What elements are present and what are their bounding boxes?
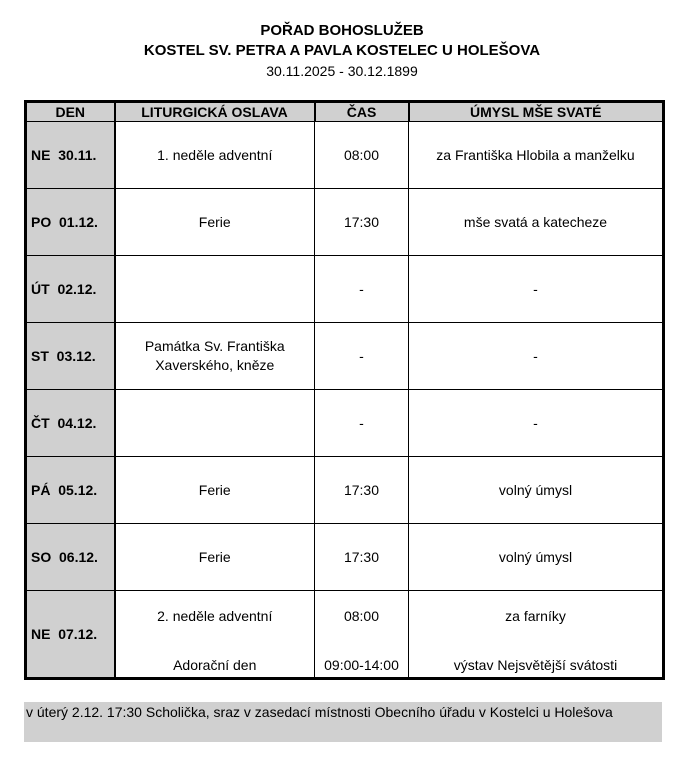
intention-cell: - [408, 389, 664, 457]
day-cell: ÚT 02.12. [25, 255, 116, 323]
day-cell: SO 06.12. [25, 523, 116, 591]
announcement-note: v úterý 2.12. 17:30 Scholička, sraz v za… [24, 702, 662, 742]
table-row: PÁ 05.12. Ferie 17:30 volný úmysl [25, 456, 664, 524]
intention-line: za farníky [505, 608, 566, 624]
celebration-cell: 2. neděle adventní Adorační den [114, 590, 315, 679]
time-cell: 08:00 09:00-14:00 [314, 590, 409, 679]
day-cell: PO 01.12. [25, 188, 116, 256]
intention-cell: za Františka Hlobila a manželku [408, 121, 664, 189]
table-row: NE 30.11. 1. neděle adventní 08:00 za Frant… [25, 121, 664, 189]
time-line: 08:00 [343, 608, 380, 624]
day-cell: ČT 04.12. [25, 389, 116, 457]
date-range: 30.11.2025 - 30.12.1899 [266, 63, 418, 79]
time-cell: - [314, 389, 409, 457]
intention-cell: volný úmysl [408, 456, 664, 524]
column-header-time: ČAS [313, 101, 409, 122]
table-header: DEN LITURGICKÁ OSLAVA ČAS ÚMYSL MŠE SVAT… [25, 101, 664, 122]
table-row: ST 03.12. Památka Sv. Františka Xaverskéh… [25, 322, 664, 390]
intention-cell: volný úmysl [408, 523, 664, 591]
time-cell: - [314, 322, 409, 390]
table-row: NE 07.12. 2. neděle adventní Adorační den… [25, 590, 664, 679]
time-line: 09:00-14:00 [324, 657, 399, 673]
schedule-table: DEN LITURGICKÁ OSLAVA ČAS ÚMYSL MŠE SVAT… [24, 100, 665, 680]
celebration-cell: Památka Sv. Františka Xaverského, kněze [114, 322, 315, 390]
celebration-cell: Ferie [114, 523, 315, 591]
day-cell: ST 03.12. [25, 322, 116, 390]
celebration-cell: Ferie [114, 456, 315, 524]
column-header-celebration: LITURGICKÁ OSLAVA [113, 101, 315, 122]
time-cell: 08:00 [314, 121, 409, 189]
celebration-cell [114, 389, 315, 457]
table-row: ÚT 02.12. - - [25, 255, 664, 323]
intention-cell: - [408, 322, 664, 390]
intention-cell: - [408, 255, 664, 323]
day-cell: NE 30.11. [25, 121, 116, 189]
celebration-line: 2. neděle adventní [157, 608, 273, 624]
table-row: ČT 04.12. - - [25, 389, 664, 457]
table-row: SO 06.12. Ferie 17:30 volný úmysl [25, 523, 664, 591]
time-cell: 17:30 [314, 456, 409, 524]
day-cell: PÁ 05.12. [25, 456, 116, 524]
time-cell: 17:30 [314, 188, 409, 256]
intention-cell: mše svatá a katecheze [408, 188, 664, 256]
celebration-cell [114, 255, 315, 323]
intention-cell: za farníky výstav Nejsvětější svátosti [408, 590, 664, 679]
celebration-cell: Ferie [114, 188, 315, 256]
church-name: KOSTEL SV. PETRA A PAVLA KOSTELEC U HOLE… [143, 42, 541, 59]
time-cell: - [314, 255, 409, 323]
column-header-day: DEN [25, 101, 115, 122]
intention-line: výstav Nejsvětější svátosti [453, 657, 618, 673]
table-row: PO 01.12. Ferie 17:30 mše svatá a katecheze [25, 188, 664, 256]
day-cell: NE 07.12. [25, 590, 116, 679]
column-header-intention: ÚMYSL MŠE SVATÉ [407, 101, 664, 122]
time-cell: 17:30 [314, 523, 409, 591]
celebration-line: Adorační den [173, 657, 257, 673]
page-title: POŘAD BOHOSLUŽEB [260, 22, 424, 39]
celebration-cell: 1. neděle adventní [114, 121, 315, 189]
